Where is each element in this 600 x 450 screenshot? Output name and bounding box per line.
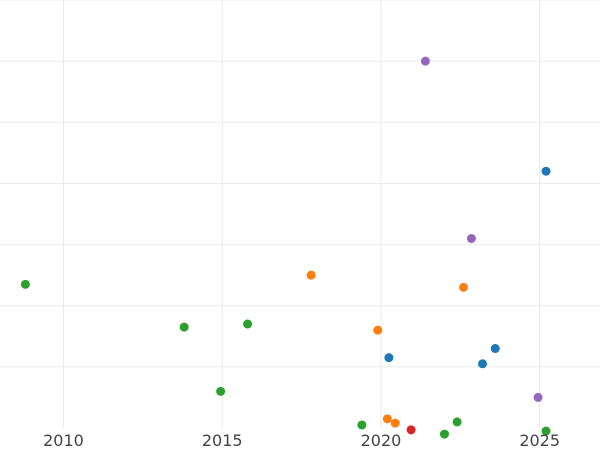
- data-point: [541, 426, 551, 436]
- data-point: [533, 392, 543, 402]
- x-tick-label: 2010: [43, 431, 84, 450]
- data-point: [382, 414, 392, 424]
- data-point: [216, 386, 226, 396]
- data-points: [20, 56, 551, 439]
- data-point: [452, 417, 462, 427]
- data-point: [439, 429, 449, 439]
- data-point: [490, 344, 500, 354]
- x-axis-ticks: 2010 2015 2020 2025: [43, 431, 560, 450]
- data-point: [541, 166, 551, 176]
- data-point: [466, 233, 476, 243]
- data-point: [357, 420, 367, 430]
- data-point: [406, 425, 416, 435]
- x-tick-label: 2025: [519, 431, 560, 450]
- data-point: [390, 418, 400, 428]
- data-point: [179, 322, 189, 332]
- x-tick-label: 2015: [202, 431, 243, 450]
- grid: [0, 0, 600, 428]
- data-point: [478, 359, 488, 369]
- data-point: [306, 270, 316, 280]
- data-point: [243, 319, 253, 329]
- data-point: [384, 353, 394, 363]
- data-point: [20, 279, 30, 289]
- data-point: [373, 325, 383, 335]
- data-point: [420, 56, 430, 66]
- x-tick-label: 2020: [361, 431, 402, 450]
- data-point: [458, 282, 468, 292]
